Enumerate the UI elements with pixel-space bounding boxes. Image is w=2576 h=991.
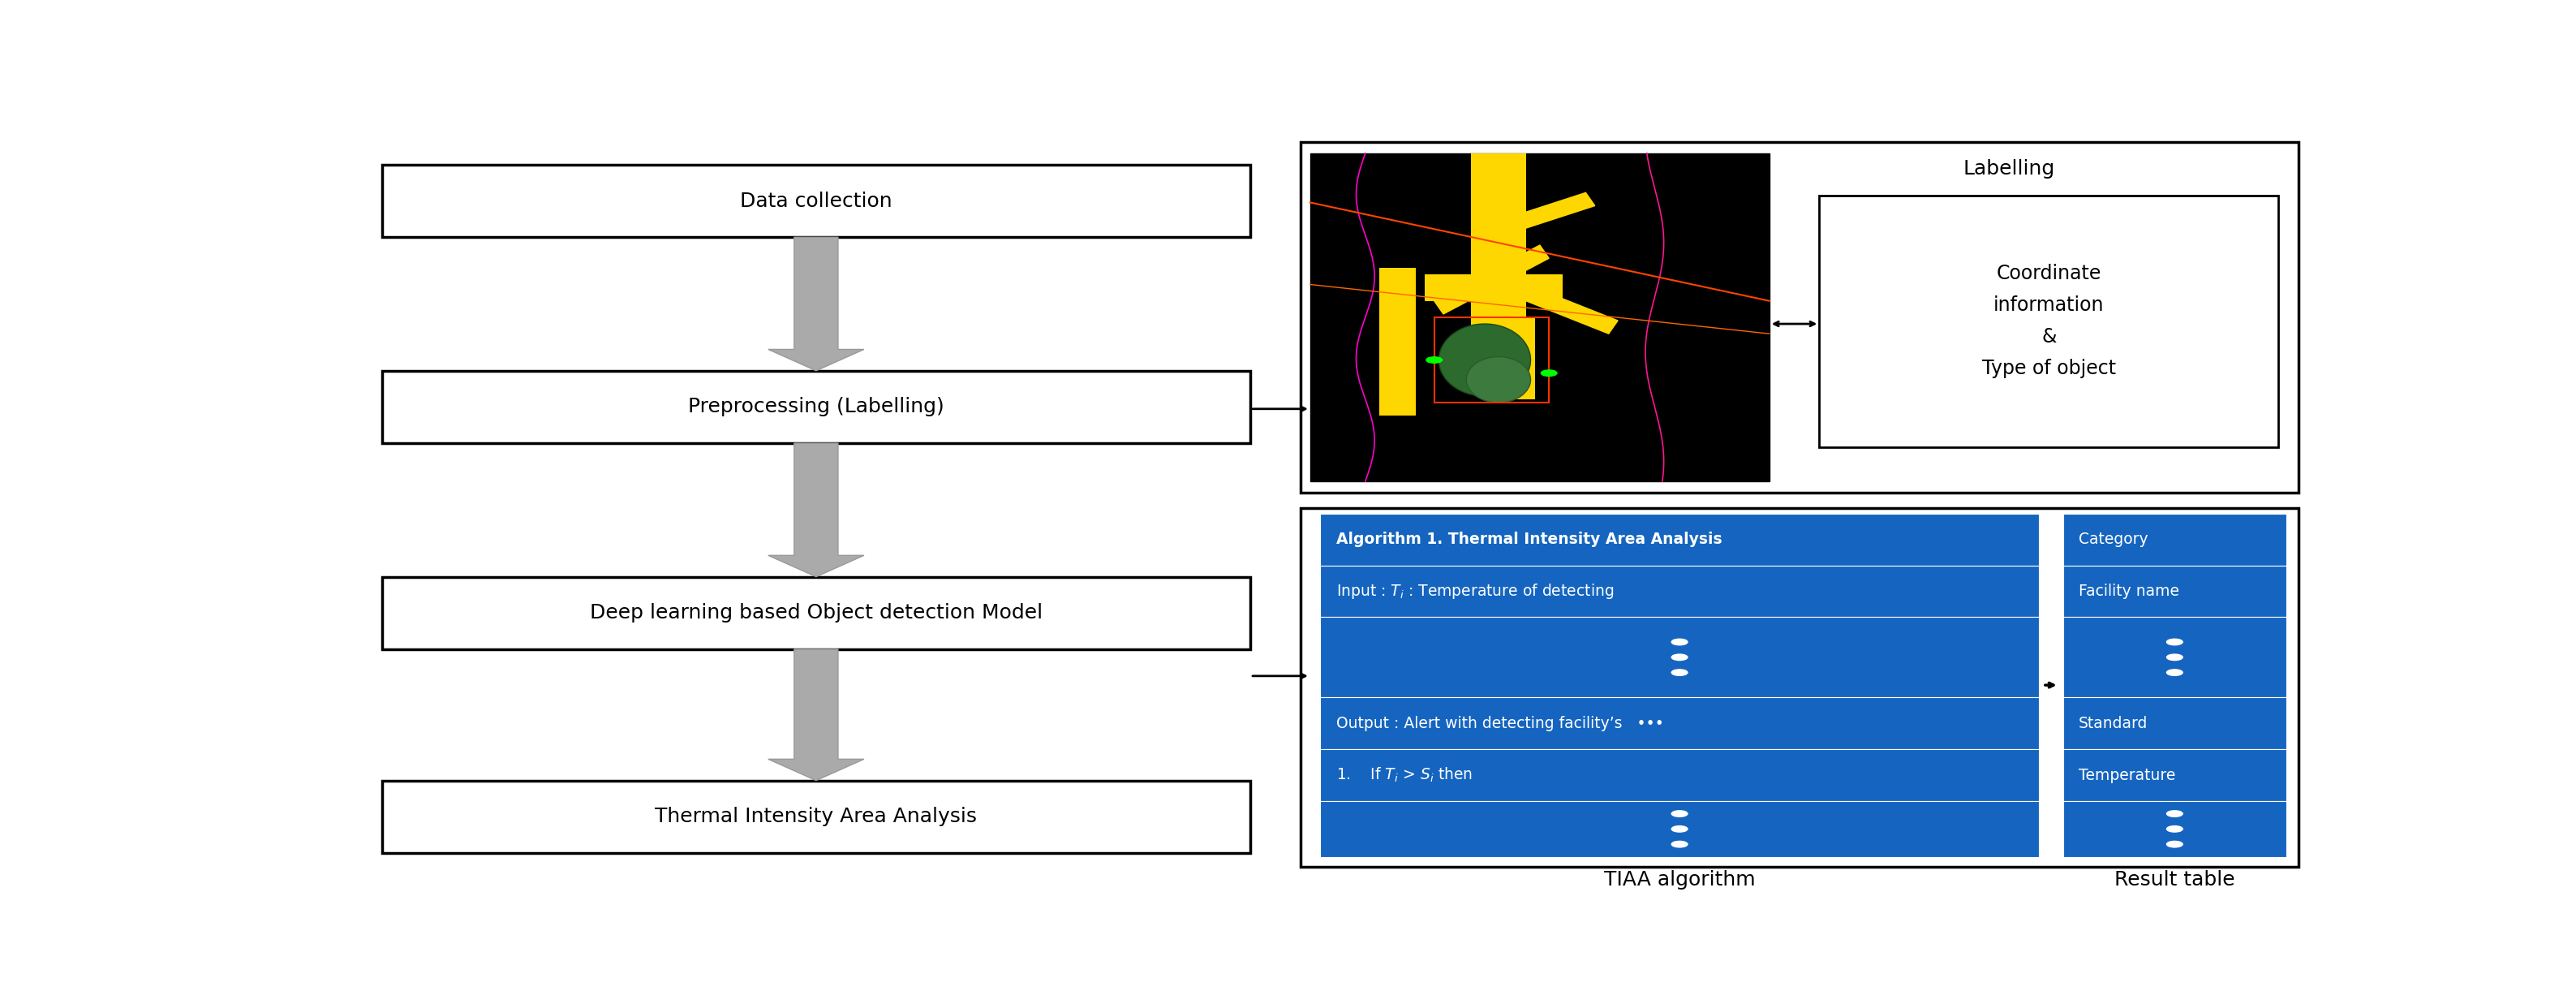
FancyBboxPatch shape: [1471, 154, 1525, 334]
FancyBboxPatch shape: [1319, 565, 2038, 617]
Text: Standard: Standard: [2079, 716, 2148, 731]
FancyBboxPatch shape: [1819, 195, 2277, 447]
Circle shape: [1672, 811, 1687, 817]
Circle shape: [2166, 826, 2182, 832]
FancyBboxPatch shape: [381, 165, 1249, 237]
Circle shape: [2166, 811, 2182, 817]
Polygon shape: [1484, 192, 1595, 239]
FancyArrow shape: [768, 237, 863, 371]
FancyArrow shape: [768, 443, 863, 577]
Text: Algorithm 1. Thermal Intensity Area Analysis: Algorithm 1. Thermal Intensity Area Anal…: [1337, 531, 1723, 547]
FancyBboxPatch shape: [2063, 565, 2287, 617]
Text: Deep learning based Object detection Model: Deep learning based Object detection Mod…: [590, 604, 1043, 622]
Circle shape: [1427, 357, 1443, 363]
FancyBboxPatch shape: [2063, 801, 2287, 857]
Circle shape: [2166, 654, 2182, 660]
Text: Preprocessing (Labelling): Preprocessing (Labelling): [688, 397, 945, 417]
FancyBboxPatch shape: [381, 371, 1249, 443]
FancyBboxPatch shape: [1319, 749, 2038, 801]
Text: Temperature: Temperature: [2079, 767, 2177, 783]
FancyBboxPatch shape: [1319, 698, 2038, 749]
Polygon shape: [1484, 272, 1618, 334]
Text: Coordinate
information
&
Type of object: Coordinate information & Type of object: [1981, 264, 2115, 379]
Text: Category: Category: [2079, 531, 2148, 547]
Ellipse shape: [1466, 357, 1530, 402]
FancyBboxPatch shape: [1319, 513, 2038, 565]
Circle shape: [1672, 670, 1687, 676]
FancyBboxPatch shape: [1311, 154, 1770, 482]
Circle shape: [1672, 654, 1687, 660]
FancyBboxPatch shape: [1301, 508, 2298, 867]
Text: Facility name: Facility name: [2079, 584, 2179, 599]
Text: Input : $\mathit{T_i}$ : Temperature of detecting: Input : $\mathit{T_i}$ : Temperature of …: [1337, 582, 1613, 601]
Text: Thermal Intensity Area Analysis: Thermal Intensity Area Analysis: [654, 807, 976, 826]
Circle shape: [1540, 370, 1556, 377]
Ellipse shape: [1440, 324, 1530, 396]
FancyBboxPatch shape: [2063, 749, 2287, 801]
Polygon shape: [1435, 245, 1548, 314]
FancyBboxPatch shape: [1301, 142, 2298, 493]
Text: TIAA algorithm: TIAA algorithm: [1605, 870, 1754, 890]
Circle shape: [1672, 826, 1687, 832]
FancyArrow shape: [768, 649, 863, 781]
Circle shape: [2166, 639, 2182, 645]
Text: Output : Alert with detecting facility’s   •••: Output : Alert with detecting facility’s…: [1337, 716, 1664, 731]
Text: Data collection: Data collection: [739, 191, 891, 211]
FancyBboxPatch shape: [2063, 617, 2287, 698]
Circle shape: [1672, 841, 1687, 847]
Circle shape: [2166, 670, 2182, 676]
Circle shape: [2166, 841, 2182, 847]
FancyBboxPatch shape: [2063, 698, 2287, 749]
Text: Result table: Result table: [2115, 870, 2236, 890]
FancyBboxPatch shape: [381, 781, 1249, 853]
FancyBboxPatch shape: [1319, 617, 2038, 698]
FancyBboxPatch shape: [1425, 275, 1564, 301]
FancyBboxPatch shape: [381, 577, 1249, 649]
Circle shape: [1672, 639, 1687, 645]
FancyBboxPatch shape: [1502, 317, 1535, 399]
Text: Labelling: Labelling: [1963, 159, 2056, 178]
FancyBboxPatch shape: [1319, 801, 2038, 857]
FancyBboxPatch shape: [1378, 269, 1417, 416]
Text: 1.    If $\mathit{T_i}$ > $\mathit{S_i}$ then: 1. If $\mathit{T_i}$ > $\mathit{S_i}$ th…: [1337, 766, 1473, 784]
FancyBboxPatch shape: [2063, 513, 2287, 565]
